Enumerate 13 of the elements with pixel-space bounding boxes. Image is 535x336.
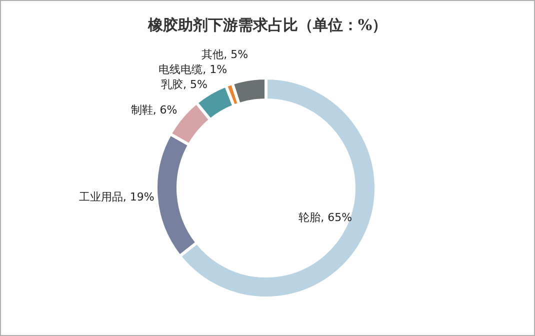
- data-label: , 65%: [320, 210, 352, 224]
- slice-label: 乳胶: [161, 78, 184, 91]
- data-label: , 19%: [122, 190, 154, 204]
- data-label: , 1%: [202, 62, 228, 76]
- slice-label: 工业用品: [78, 190, 123, 204]
- slice-label: 制鞋: [130, 103, 153, 116]
- slice-label: 电线电缆: [158, 62, 203, 76]
- slice-label: 轮胎: [298, 210, 321, 224]
- data-label: , 5%: [224, 48, 248, 61]
- chart-title: 橡胶助剂下游需求占比（单位：%）: [146, 16, 388, 34]
- data-label: , 6%: [152, 103, 178, 116]
- slice-label: 其他: [202, 48, 224, 61]
- data-label: , 5%: [183, 78, 208, 91]
